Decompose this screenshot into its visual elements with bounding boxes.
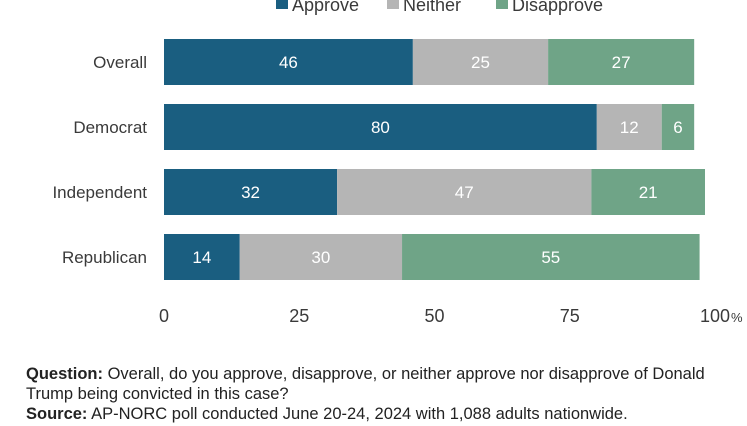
data-label: 46 bbox=[279, 53, 298, 72]
data-label: 12 bbox=[620, 118, 639, 137]
question-label: Question: bbox=[26, 365, 103, 383]
bar-approve bbox=[164, 234, 240, 280]
bar-neither bbox=[337, 169, 592, 215]
data-label: 47 bbox=[455, 183, 474, 202]
bar-neither bbox=[596, 104, 662, 150]
x-axis: 0 25 50 75 100% bbox=[159, 306, 743, 326]
bar-disapprove bbox=[548, 39, 695, 85]
bar-disapprove bbox=[402, 234, 700, 280]
data-label: 27 bbox=[612, 53, 631, 72]
data-label: 55 bbox=[541, 248, 560, 267]
category-label: Overall bbox=[93, 53, 147, 72]
legend-label-neither: Neither bbox=[403, 0, 461, 15]
data-label: 25 bbox=[471, 53, 490, 72]
data-label: 30 bbox=[311, 248, 330, 267]
data-label: 32 bbox=[241, 183, 260, 202]
x-tick-label: 0 bbox=[159, 306, 169, 326]
bar-neither bbox=[239, 234, 403, 280]
legend-label-approve: Approve bbox=[292, 0, 359, 15]
x-unit-label: % bbox=[731, 310, 743, 325]
bars: 46 25 27 80 12 6 32 47 21 14 30 55 bbox=[164, 39, 705, 280]
chart-notes: Question: Overall, do you approve, disap… bbox=[26, 364, 726, 424]
source-text: AP-NORC poll conducted June 20-24, 2024 … bbox=[87, 405, 628, 423]
x-tick-label: 25 bbox=[289, 306, 309, 326]
legend-swatch-disapprove bbox=[496, 0, 508, 9]
question-note: Question: Overall, do you approve, disap… bbox=[26, 364, 726, 404]
bar-approve bbox=[164, 169, 338, 215]
data-label: 6 bbox=[673, 118, 682, 137]
source-label: Source: bbox=[26, 405, 88, 423]
bar-disapprove bbox=[591, 169, 705, 215]
category-label: Independent bbox=[52, 183, 147, 202]
x-tick-label: 50 bbox=[424, 306, 444, 326]
category-labels: Overall Democrat Independent Republican bbox=[52, 53, 147, 267]
legend: Approve Neither Disapprove bbox=[276, 0, 603, 15]
category-label: Republican bbox=[62, 248, 147, 267]
data-label: 80 bbox=[371, 118, 390, 137]
legend-swatch-neither bbox=[387, 0, 399, 9]
bar-approve bbox=[164, 104, 597, 150]
legend-swatch-approve bbox=[276, 0, 288, 9]
question-text: Overall, do you approve, disapprove, or … bbox=[26, 365, 705, 403]
legend-label-disapprove: Disapprove bbox=[512, 0, 603, 15]
source-note: Source: AP-NORC poll conducted June 20-2… bbox=[26, 404, 726, 424]
x-tick-label: 100 bbox=[700, 306, 730, 326]
category-label: Democrat bbox=[73, 118, 147, 137]
data-label: 14 bbox=[192, 248, 211, 267]
data-label: 21 bbox=[639, 183, 658, 202]
bar-neither bbox=[412, 39, 549, 85]
bar-disapprove bbox=[661, 104, 695, 150]
bar-approve bbox=[164, 39, 413, 85]
stacked-bar-chart: Approve Neither Disapprove 46 25 27 80 12 6 32 47… bbox=[52, 0, 743, 326]
x-tick-label: 75 bbox=[560, 306, 580, 326]
